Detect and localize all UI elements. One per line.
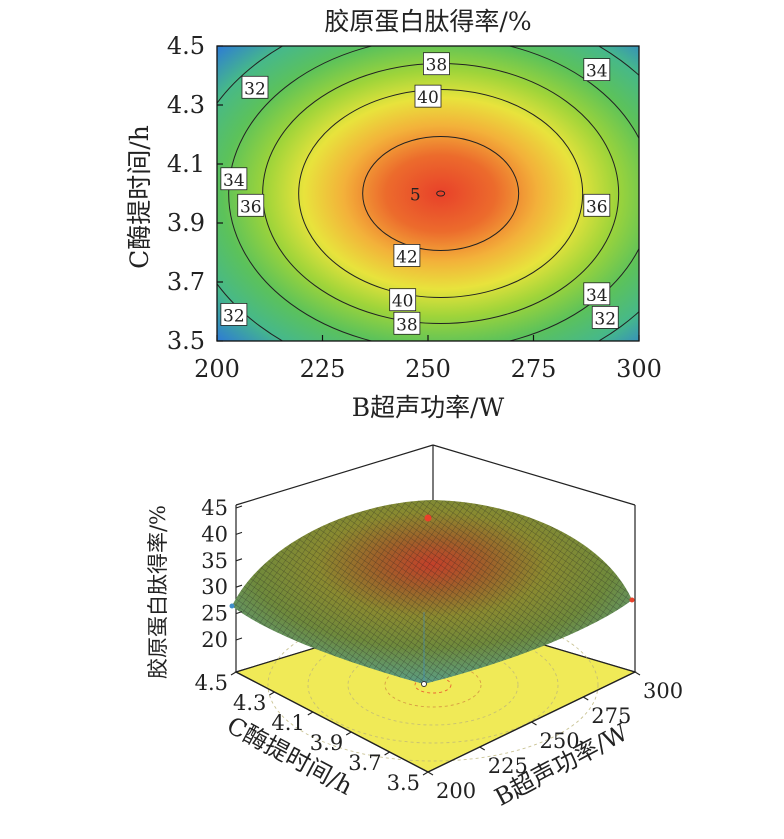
contour-label-box	[414, 84, 442, 108]
b-tick-mark	[427, 771, 434, 776]
z-tick-label: 45	[201, 496, 228, 520]
c-tick-label: 3.9	[310, 731, 343, 755]
z-tick-mark	[235, 531, 243, 535]
x-tick-label: 300	[616, 355, 662, 383]
contour-label-box	[220, 303, 248, 326]
x-tick-label: 275	[511, 355, 557, 383]
c-tick-mark	[307, 711, 314, 716]
z-axis-label: 胶原蛋白肽得率/%	[146, 505, 170, 679]
x-axis-label: B超声功率/W	[352, 393, 505, 422]
contour-label: 34	[586, 286, 608, 306]
contour-label: 38	[396, 315, 418, 335]
y-tick-label: 3.7	[167, 268, 205, 296]
y-tick-label: 3.5	[167, 327, 205, 355]
c-tick-label: 4.3	[233, 691, 266, 715]
contour-label: 38	[426, 56, 448, 76]
contour-label: 5	[410, 186, 421, 206]
contour-line	[228, 46, 639, 341]
y-tick-label: 4.1	[167, 150, 205, 178]
contour-label: 42	[396, 247, 418, 267]
y-tick-label: 4.5	[167, 32, 205, 60]
contour-label: 32	[223, 306, 245, 326]
c-tick-mark	[230, 671, 237, 676]
contour-label-box	[241, 75, 269, 99]
contour-label: 32	[244, 79, 266, 99]
contour-label-box	[583, 58, 611, 81]
z-tick-mark	[235, 611, 243, 615]
c-tick-mark	[345, 731, 352, 736]
c-tick-label: 3.7	[348, 751, 381, 775]
front-edge-left	[235, 671, 429, 773]
contour-label-box	[591, 305, 619, 329]
c-tick-label: 3.5	[387, 771, 420, 795]
c-tick-label: 4.1	[271, 711, 304, 735]
contour-title: 胶原蛋白肽得率/%	[324, 7, 531, 36]
z-tick-label: 20	[201, 628, 228, 652]
b-tick-mark	[479, 746, 486, 751]
b-tick-mark	[531, 721, 537, 726]
base-contour	[267, 608, 599, 762]
contour-line	[362, 136, 520, 251]
z-tick-label: 25	[201, 602, 228, 626]
contour-label-box	[393, 244, 421, 267]
contour-label-box	[583, 282, 611, 306]
z-tick-label: 40	[201, 522, 228, 546]
contour-label-box	[220, 167, 248, 191]
x-axis-ticks: 200 225 250 275 300	[194, 335, 662, 383]
b-tick-mark	[582, 696, 589, 701]
contour-label: 36	[586, 197, 608, 217]
c-tick-mark	[269, 691, 275, 696]
z-tick-mark	[235, 558, 243, 562]
contour-label-box	[393, 311, 421, 335]
base-contour	[414, 676, 452, 694]
contour-label: 40	[417, 88, 439, 108]
corner-point	[421, 681, 427, 687]
b-tick-mark	[634, 671, 641, 676]
contour-label-box	[583, 193, 611, 217]
b-tick-label: 250	[540, 729, 580, 753]
optimum-point	[424, 514, 432, 522]
y-tick-label: 3.9	[167, 209, 205, 237]
corner-point	[629, 597, 635, 603]
contour-label: 40	[392, 292, 414, 312]
b-tick-label: 300	[643, 679, 683, 703]
c-tick-mark	[422, 771, 429, 776]
contour-label: 34	[586, 62, 608, 82]
x-tick-label: 200	[194, 355, 240, 383]
contour-labels: 32 38 34 40 34 5 36 36 42 40 34 38 32 32	[220, 52, 619, 335]
c-tick-mark	[384, 751, 390, 756]
z-tick-mark	[235, 505, 243, 509]
contour-label-box	[237, 193, 265, 217]
x-tick-label: 225	[300, 355, 346, 383]
z-tick-mark	[235, 584, 243, 588]
contour-label-box	[423, 52, 450, 76]
y-axis-ticks: 3.5 3.7 3.9 4.1 4.3 4.5	[167, 32, 223, 355]
surface-mesh	[232, 500, 632, 684]
y-tick-label: 4.3	[167, 91, 205, 119]
contour-label: 34	[223, 171, 245, 191]
contour-label-box	[389, 288, 417, 312]
contour-label: 36	[240, 197, 262, 217]
contour-label: 32	[594, 309, 616, 329]
z-tick-label: 30	[201, 575, 228, 599]
contour-line	[436, 190, 446, 197]
z-tick-mark	[235, 637, 243, 641]
c-axis-ticks: 4.54.34.13.93.73.5	[195, 671, 429, 795]
b-tick-label: 225	[488, 754, 528, 778]
b-axis-ticks: 200 225 250 275 300	[427, 671, 683, 803]
contour-chart: 胶原蛋白肽得率/% 32 38 34 40 34 5 36 36 42 40 34 38 32 32 20…	[125, 7, 662, 422]
x-tick-label: 250	[405, 355, 451, 383]
y-axis-label: C酶提时间/h	[125, 125, 154, 269]
corner-point	[229, 603, 235, 609]
z-tick-label: 35	[201, 549, 228, 573]
c-tick-label: 4.5	[195, 671, 228, 695]
b-tick-label: 275	[591, 704, 631, 728]
b-tick-label: 200	[436, 779, 476, 803]
base-contour	[347, 644, 519, 726]
